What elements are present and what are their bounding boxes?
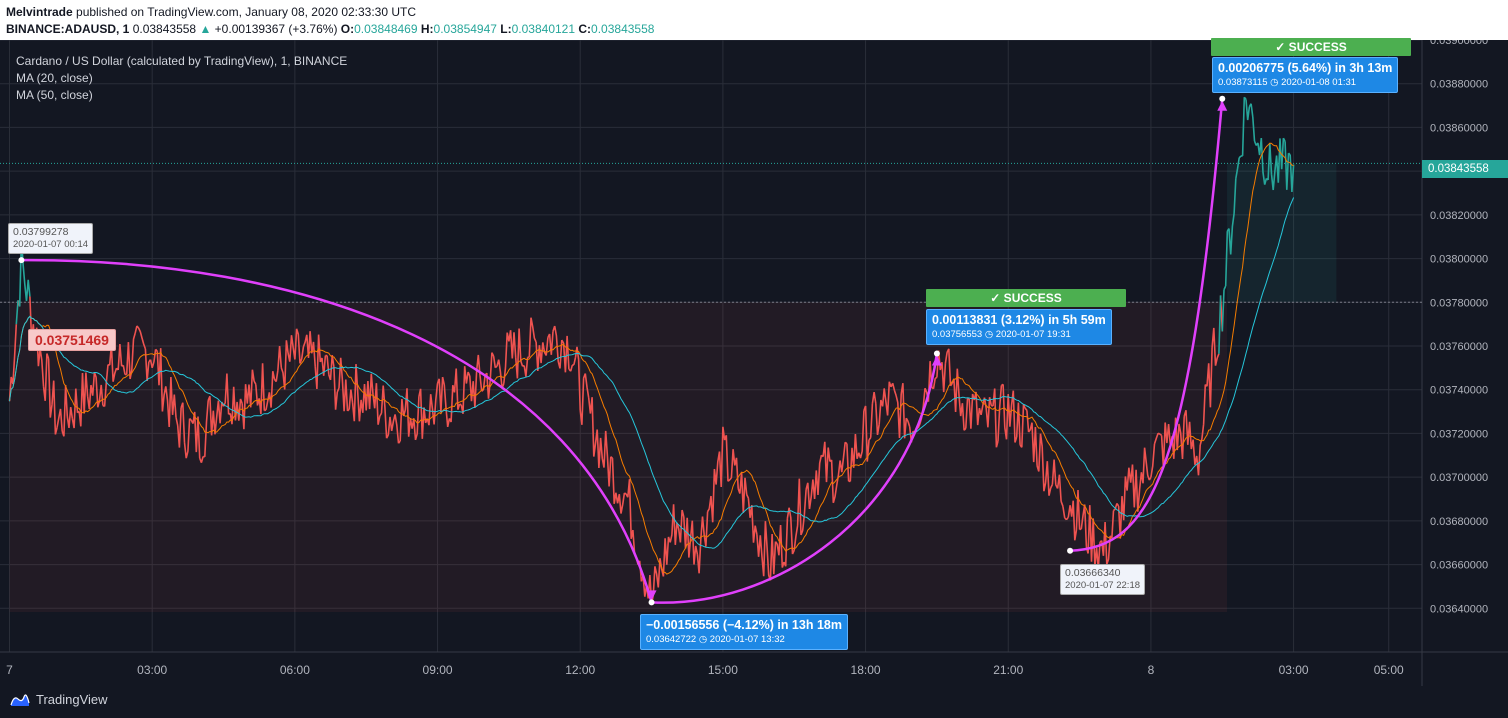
current-price-tag: 0.03843558 — [1422, 160, 1508, 178]
symbol: BINANCE:ADAUSD, 1 — [6, 22, 130, 36]
legend-title: Cardano / US Dollar (calculated by Tradi… — [16, 54, 348, 68]
low2-point-label: 0.03666340 2020-01-07 22:18 — [1060, 564, 1146, 595]
price-tick-label: 0.03640000 — [1430, 603, 1488, 615]
decline-arc — [21, 258, 653, 603]
tradingview-logo-icon — [10, 693, 30, 706]
mid-measure-box: 0.00113831 (3.12%) in 5h 59m 0.03756553 … — [926, 309, 1112, 345]
mid-measure-date: 2020-01-07 19:31 — [995, 328, 1071, 340]
price-series-up — [15, 96, 1295, 354]
h-label: H: — [420, 22, 434, 36]
change-value: +0.00139367 (+3.76%) — [214, 22, 338, 36]
ma20-line — [9, 142, 1294, 575]
anchor-point — [1067, 547, 1074, 554]
clock-icon: ◷ — [1270, 76, 1279, 88]
price-tick-label: 0.03720000 — [1430, 428, 1488, 440]
anchor-point — [648, 599, 655, 606]
l-label: L: — [500, 22, 512, 36]
price-chart[interactable]: 0.03640000 0.03660000 0.03680000 0.03700000… — [0, 40, 1508, 686]
low-measure-change: −0.00156556 (−4.12%) in 13h 18m — [646, 618, 842, 632]
high-point-date: 2020-01-07 00:14 — [13, 239, 89, 251]
mid-measure-value: 0.03756553 — [932, 328, 983, 340]
open-value: 0.03848469 — [354, 22, 418, 36]
ma50-line — [9, 197, 1295, 549]
price-tick-label: 0.03780000 — [1430, 297, 1488, 309]
high-point-value: 0.03799278 — [13, 226, 69, 238]
tradingview-brand[interactable]: TradingView — [10, 692, 108, 707]
anchor-point — [18, 257, 25, 264]
top-measure-change: 0.00206775 (5.64%) in 3h 13m — [1218, 61, 1393, 75]
down-region — [9, 302, 1228, 612]
arc-arrowhead — [931, 355, 942, 366]
arc-arrowhead — [646, 590, 657, 601]
time-tick-label: 03:00 — [137, 663, 167, 677]
time-tick-label: 18:00 — [851, 663, 881, 677]
time-tick-label: 7 — [6, 663, 13, 677]
price-tick-label: 0.03900000 — [1430, 40, 1488, 47]
low-measure-value: 0.03642722 — [646, 633, 697, 645]
change-up-icon: ▲ — [199, 22, 212, 36]
arc-arrowhead — [1217, 100, 1228, 111]
price-tick-label: 0.03760000 — [1430, 341, 1488, 353]
price-tick-label: 0.03800000 — [1430, 254, 1488, 266]
price-tick-label: 0.03880000 — [1430, 79, 1488, 91]
legend-ma20[interactable]: MA (20, close) — [16, 71, 93, 85]
top-measure-value: 0.03873115 — [1218, 76, 1268, 88]
rally-arc — [1070, 98, 1224, 552]
time-tick-label: 12:00 — [565, 663, 595, 677]
low-value: 0.03840121 — [511, 22, 576, 36]
low-measure-date: 2020-01-07 13:32 — [709, 633, 785, 645]
legend-ma50[interactable]: MA (50, close) — [16, 88, 93, 102]
close-value: 0.03843558 — [591, 22, 655, 36]
anchor-point — [933, 350, 940, 357]
price-tick-label: 0.03700000 — [1430, 472, 1488, 484]
mid-measure-change: 0.00113831 (3.12%) in 5h 59m — [932, 313, 1106, 327]
low-measure-box: −0.00156556 (−4.12%) in 13h 18m 0.036427… — [640, 614, 848, 650]
time-tick-label: 8 — [1148, 663, 1155, 677]
success-badge-1: ✓ SUCCESS — [926, 289, 1126, 307]
footer-brand-label: TradingView — [36, 692, 108, 707]
low2-point-value: 0.03666340 — [1065, 567, 1121, 579]
price-tick-label: 0.03660000 — [1430, 560, 1488, 572]
time-tick-label: 03:00 — [1279, 663, 1309, 677]
low2-point-date: 2020-01-07 22:18 — [1065, 580, 1141, 592]
published-text: published on TradingView.com, January 08… — [76, 5, 417, 19]
recovery-arc — [651, 353, 939, 604]
price-tick-label: 0.03860000 — [1430, 122, 1488, 134]
anchor-point — [1219, 95, 1226, 102]
success-badge-2: ✓ SUCCESS — [1211, 38, 1411, 56]
time-tick-label: 15:00 — [708, 663, 738, 677]
top-measure-box: 0.00206775 (5.64%) in 3h 13m 0.03873115 … — [1212, 57, 1399, 93]
footer: TradingView — [0, 686, 1508, 718]
time-tick-label: 21:00 — [993, 663, 1023, 677]
high-point-label: 0.03799278 2020-01-07 00:14 — [8, 223, 94, 254]
price-tick-label: 0.03680000 — [1430, 516, 1488, 528]
price-tick-label: 0.03740000 — [1430, 385, 1488, 397]
o-label: O: — [340, 22, 355, 36]
author-name[interactable]: Melvintrade — [6, 5, 73, 19]
last-price: 0.03843558 — [132, 22, 197, 36]
top-measure-date: 2020-01-08 01:31 — [1281, 76, 1357, 88]
price-tick-label: 0.03820000 — [1430, 210, 1488, 222]
clock-icon: ◷ — [698, 633, 708, 645]
red-price-tag: 0.03751469 — [28, 329, 116, 351]
high-value: 0.03854947 — [433, 22, 497, 36]
c-label: C: — [578, 22, 592, 36]
time-tick-label: 06:00 — [280, 663, 310, 677]
clock-icon: ◷ — [984, 328, 994, 340]
time-tick-label: 09:00 — [423, 663, 453, 677]
chart-pane[interactable]: 0.03640000 0.03660000 0.03680000 0.03700000… — [0, 38, 1508, 686]
time-tick-label: 05:00 — [1374, 663, 1404, 677]
chart-header: Melvintrade published on TradingView.com… — [0, 0, 1508, 40]
